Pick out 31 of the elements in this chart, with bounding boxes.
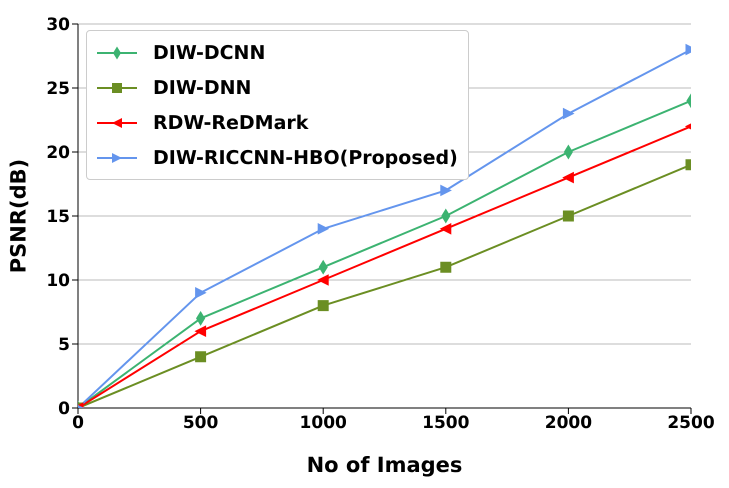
y-tick-label: 0 [58,399,70,420]
legend-label: RDW-ReDMark [153,112,308,134]
x-axis-title: No of Images [306,453,462,477]
point [195,351,206,362]
point [440,262,452,273]
legend-label: DIW-DCNN [153,42,266,64]
point [562,210,574,222]
point [562,108,574,120]
y-axis-title: PSNR(dB) [6,158,30,274]
x-tick-label: 0 [72,413,84,434]
legend-label: DIW-RICCNN-HBO(Proposed) [153,146,458,168]
x-tick-label: 2500 [667,413,715,434]
y-tick-label: 5 [58,335,70,356]
x-tick-label: 2000 [544,413,592,434]
point [195,287,206,298]
point [318,223,329,234]
x-tick-label: 1000 [300,413,348,434]
y-tick-label: 20 [46,143,70,164]
point [562,172,574,184]
point [318,300,329,312]
point [195,326,206,337]
y-tick-label: 30 [46,15,70,36]
y-tick-label: 25 [46,79,70,100]
x-tick-label: 1500 [422,413,470,434]
legend-label: DIW-DNN [153,76,252,98]
point [318,274,329,286]
y-tick-label: 10 [46,271,70,292]
point [440,223,452,234]
y-tick-label: 15 [46,207,70,228]
x-tick-label: 500 [182,413,219,434]
point [440,184,452,196]
